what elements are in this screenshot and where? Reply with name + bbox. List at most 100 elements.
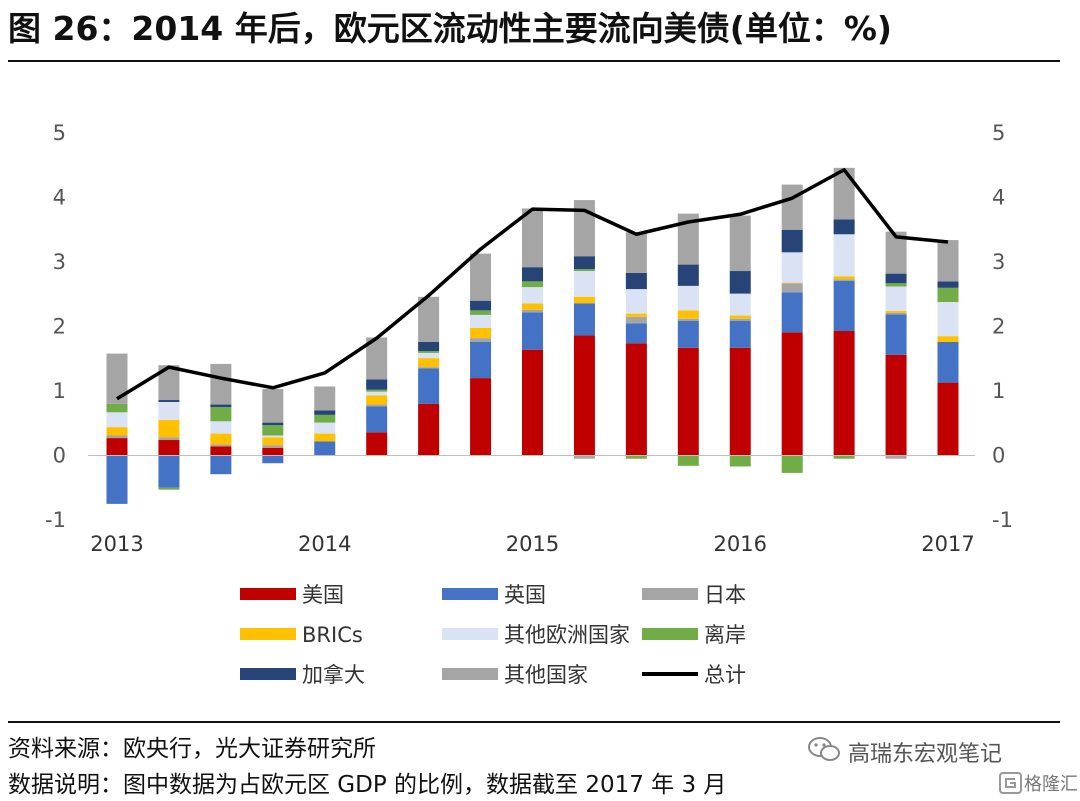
bar-segment-offshore — [522, 281, 543, 288]
bar-segment-other — [573, 455, 595, 459]
site-watermark: 格隆汇 — [1024, 774, 1078, 795]
x-tick-label: 2017 — [921, 532, 974, 556]
legend-label-other: 其他国家 — [504, 663, 588, 687]
bar-segment-other — [937, 240, 959, 282]
bar-segment-uk — [470, 341, 492, 379]
legend-label-uk: 英国 — [504, 583, 546, 607]
x-tick-label: 2014 — [298, 532, 351, 556]
bar-segment-offshore — [418, 351, 440, 353]
legend-swatch-total — [642, 672, 698, 676]
y-tick-label-left: 2 — [53, 315, 66, 339]
bar-segment-offshore — [470, 310, 492, 315]
y-tick-label-left: 1 — [53, 379, 66, 403]
wechat-icon — [808, 737, 840, 761]
legend-label-offshore: 离岸 — [704, 623, 746, 647]
bar-segment-japan — [418, 367, 440, 369]
bar-segment-other — [210, 363, 232, 405]
bar-segment-offshore — [885, 283, 907, 287]
legend-label-other_europe: 其他欧洲国家 — [504, 623, 630, 647]
bar-segment-us — [210, 446, 232, 456]
total-line — [116, 168, 949, 401]
bar-segment-other_europe — [937, 301, 959, 337]
bar-segment-other — [781, 184, 803, 230]
bar-segment-other — [106, 353, 128, 404]
bar-segment-offshore — [366, 389, 388, 392]
figure-title: 图 26：2014 年后，欧元区流动性主要流向美债(单位：%) — [8, 9, 892, 48]
bar-segment-us — [729, 347, 751, 456]
legend-swatch-other — [442, 668, 498, 680]
bar-segment-canada — [885, 273, 907, 284]
bar-segment-uk — [677, 320, 699, 348]
bar-segment-brics — [418, 358, 440, 368]
legend-label-total: 总计 — [704, 663, 746, 687]
y-tick-label-right: 0 — [992, 444, 1005, 468]
bar-segment-canada — [625, 272, 647, 290]
legend-swatch-us — [240, 588, 296, 600]
bar-segment-other_europe — [366, 391, 388, 396]
title-rule — [8, 60, 1060, 62]
bar-segment-japan — [885, 312, 907, 315]
bar-segment-uk — [833, 280, 855, 332]
y-tick-label-right: 2 — [992, 315, 1005, 339]
bar-segment-japan — [677, 318, 699, 321]
bar-segment-us — [885, 354, 907, 456]
bar-segment-canada — [210, 404, 232, 408]
bar-segment-brics — [314, 433, 336, 442]
bar-segment-other — [314, 386, 336, 411]
y-tick-label-left: 4 — [53, 186, 66, 210]
bar-segment-japan — [158, 437, 180, 441]
y-tick-label-left: 5 — [53, 121, 66, 145]
bar-segment-brics — [470, 327, 492, 339]
bar-segment-canada — [833, 219, 855, 235]
bar-segment-brics — [781, 282, 803, 284]
bar-segment-brics — [677, 310, 699, 319]
bar-segment-brics — [833, 276, 855, 280]
bar-segment-other — [418, 296, 440, 342]
bar-segment-us — [262, 447, 284, 456]
bar-segment-offshore — [262, 425, 284, 436]
bar-segment-uk — [262, 455, 284, 464]
bar-segment-offshore — [781, 455, 803, 473]
bar-segment-japan — [781, 283, 803, 293]
bar-segment-brics — [158, 420, 180, 438]
x-tick-label: 2015 — [506, 532, 559, 556]
y-tick-label-left: 0 — [53, 444, 66, 468]
bar-segment-uk — [781, 292, 803, 333]
bar-segment-uk — [885, 314, 907, 355]
bar-segment-other_europe — [314, 422, 336, 434]
bar-segment-other — [885, 231, 907, 274]
bar-segment-brics — [573, 296, 595, 304]
bar-segment-offshore — [833, 455, 855, 459]
y-tick-label-right: 4 — [992, 186, 1005, 210]
bar-segment-offshore — [677, 455, 699, 466]
bar-segment-other — [625, 232, 647, 273]
bar-segment-japan — [210, 444, 232, 447]
legend-label-japan: 日本 — [704, 583, 746, 607]
bar-segment-us — [470, 378, 492, 456]
bar-segment-brics — [210, 433, 232, 445]
legend-label-brics: BRICs — [302, 623, 363, 647]
bar-segment-offshore — [314, 414, 336, 423]
legend-label-canada: 加拿大 — [302, 663, 365, 687]
bar-segment-other — [470, 253, 492, 301]
y-tick-label-left: 3 — [53, 250, 66, 274]
bar-segment-japan — [833, 279, 855, 281]
bar-segment-us — [573, 335, 595, 456]
bar-segment-brics — [885, 311, 907, 313]
legend-swatch-japan — [642, 588, 698, 600]
bar-segment-japan — [522, 309, 543, 313]
bar-segment-other_europe — [729, 293, 751, 316]
bar-segment-canada — [781, 229, 803, 253]
bar-segment-other — [677, 213, 699, 265]
bar-segment-canada — [937, 281, 959, 288]
bar-segment-us — [937, 382, 959, 456]
bar-segment-canada — [470, 300, 492, 311]
bar-segment-other_europe — [885, 286, 907, 312]
source-note: 资料来源：欧央行，光大证券研究所 — [8, 736, 376, 762]
bar-segment-other — [833, 167, 855, 220]
bar-segment-us — [833, 331, 855, 456]
bar-segment-japan — [366, 404, 388, 407]
bar-segment-canada — [262, 422, 284, 426]
bar-segment-offshore — [210, 407, 232, 422]
bar-segment-other_europe — [677, 285, 699, 311]
